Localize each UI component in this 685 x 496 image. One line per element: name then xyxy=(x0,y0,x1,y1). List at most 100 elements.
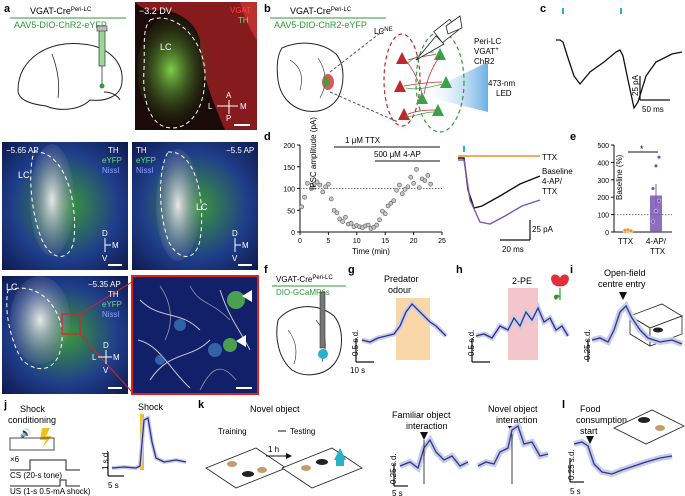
svg-text:L: L xyxy=(92,353,97,362)
i-event-1: Open-field xyxy=(604,268,646,278)
panel-a-mouse-line: VGAT-Cre xyxy=(30,6,71,16)
img2-leg-nissl: Nissl xyxy=(136,166,154,175)
j-scale-y: 1 s.d. xyxy=(101,450,110,470)
img3-coord: −5.35 AP xyxy=(88,280,121,289)
d-data-point xyxy=(422,178,428,183)
panel-f-label: f xyxy=(264,264,268,276)
patch-pipette-icon xyxy=(415,15,463,61)
panel-b-mouse-sup: Peri-LC xyxy=(331,7,352,13)
d-data-point xyxy=(402,187,408,192)
panel-j-label: j xyxy=(3,399,7,411)
panel-k-label: k xyxy=(198,399,205,411)
k-event2-1: Novel object xyxy=(488,404,538,414)
d-data-point xyxy=(397,182,402,188)
e-cat-4ap-1: 4-AP/ xyxy=(646,237,667,246)
e-data-point xyxy=(657,198,662,203)
chr2-label: ChR2 xyxy=(474,57,495,66)
fibre-photometry-brain-illustration xyxy=(276,291,342,376)
img1-leg-nissl: Nissl xyxy=(102,166,120,175)
e-ylabel: Baseline (%) xyxy=(615,154,624,200)
event-marker-icon xyxy=(420,432,428,440)
arrow-icon xyxy=(286,453,292,459)
vgat-cell-sup: + xyxy=(495,47,499,53)
d-data-point xyxy=(343,214,348,220)
legend-vgat: VGAT xyxy=(230,6,251,15)
d-xtick-label: 0 xyxy=(298,238,302,245)
d-data-point xyxy=(374,222,379,228)
d-data-point xyxy=(309,186,314,191)
arrowhead-icon xyxy=(236,335,246,347)
e-cat-ttx: TTX xyxy=(618,237,634,246)
img2-leg-th: TH xyxy=(136,146,147,155)
lc-ne-label: LC xyxy=(374,27,384,36)
g-scale-x: 10 s xyxy=(350,366,365,375)
d-data-point xyxy=(416,185,422,190)
d-data-point xyxy=(425,173,431,178)
compass-dlmv-3: D L M V xyxy=(92,341,120,375)
d-data-point xyxy=(323,184,328,190)
panel-j: j Shock conditioning 🔊 ×6 CS (20-s tone)… xyxy=(3,399,187,496)
panel-l: l Food consumption start 0.25 s.d. 5 s xyxy=(562,399,685,496)
lc-label-top: LC xyxy=(160,42,172,52)
svg-text:LCNE: LCNE xyxy=(374,27,393,36)
img1-leg-eyfp: eYFP xyxy=(102,156,122,165)
d-data-point xyxy=(391,198,397,203)
img2-coord: −5.5 AP xyxy=(226,146,254,155)
event-marker-icon xyxy=(586,436,594,444)
svg-text:D: D xyxy=(103,341,109,350)
d-data-point xyxy=(302,194,307,200)
j-trace xyxy=(111,417,187,469)
svg-text:VGAT+: VGAT+ xyxy=(474,47,499,56)
svg-text:VGAT-CrePeri-LC: VGAT-CrePeri-LC xyxy=(276,275,333,284)
panel-c: c 25 pA 50 ms xyxy=(540,3,683,114)
panel-b-label: b xyxy=(264,3,271,15)
significance-marker: * xyxy=(640,144,644,154)
panel-c-label: c xyxy=(540,3,546,15)
panel-e-label: e xyxy=(570,131,576,143)
d-data-point xyxy=(331,207,337,213)
e-data-point xyxy=(651,219,656,224)
d-data-point xyxy=(385,203,391,209)
d-data-point xyxy=(380,208,385,214)
g-event-1: Predator xyxy=(384,274,419,284)
svg-text:VGAT-CrePeri-LC: VGAT-CrePeri-LC xyxy=(290,6,352,16)
brain-coronal-illustration xyxy=(276,29,399,123)
drug-4ap-label: 500 μM 4-AP xyxy=(374,150,421,159)
compass-dmv-2: D M V xyxy=(232,229,249,263)
e-data-point xyxy=(629,228,634,233)
k-event1-2: interaction xyxy=(406,421,448,431)
neuron-network xyxy=(394,48,452,120)
panel-f-mouse-line: VGAT-Cre xyxy=(276,275,313,284)
d-data-point xyxy=(348,221,354,226)
ipsc-trace xyxy=(556,39,683,110)
svg-text:M: M xyxy=(240,102,247,111)
e-data-point xyxy=(651,186,656,191)
panel-c-scale-x: 50 ms xyxy=(642,105,664,114)
panel-i-label: i xyxy=(570,264,573,276)
panel-f-virus: DIO-GCaMP6s xyxy=(276,288,330,297)
e-cat-4ap-2: TTX xyxy=(650,247,666,256)
d-data-point xyxy=(411,180,416,186)
th-eyfp-nissl-image-3: LC −5.35 AP TH eYFP Nissl D L M V xyxy=(2,276,133,394)
d-data-point xyxy=(405,184,411,190)
j-scale-x: 5 s xyxy=(108,481,119,490)
d-data-point xyxy=(305,180,310,186)
e-ytick-label: 300 xyxy=(597,178,609,185)
d-data-point xyxy=(394,187,399,193)
event-marker-icon xyxy=(619,292,627,300)
d-ytick-label: 50 xyxy=(287,208,295,215)
trace-4ap-label-1: 4-AP/ xyxy=(542,177,563,186)
svg-text:V: V xyxy=(102,254,108,263)
e-ytick-label: 100 xyxy=(597,213,609,220)
panel-l-label: l xyxy=(562,399,565,411)
panel-f: f VGAT-CrePeri-LC DIO-GCaMP6s xyxy=(264,264,346,376)
panel-h-label: h xyxy=(456,264,463,276)
th-eyfp-nissl-image-2: TH eYFP Nissl −5.5 AP LC D M V xyxy=(132,142,258,270)
svg-text:M: M xyxy=(113,353,120,362)
led-light-beam xyxy=(420,62,488,112)
led-label-1: 473-nm xyxy=(488,79,515,88)
d-data-point xyxy=(299,204,305,210)
trace-4ap-label-2: TTX xyxy=(542,187,558,196)
d-xtick-label: 5 xyxy=(326,238,330,245)
trace-baseline-label: Baseline xyxy=(542,167,573,176)
